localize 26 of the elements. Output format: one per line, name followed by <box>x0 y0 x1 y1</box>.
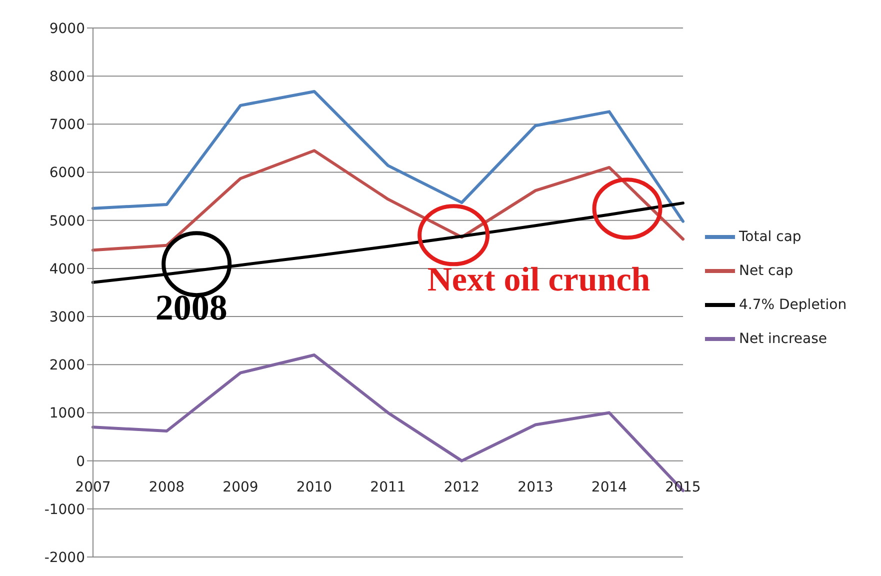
legend-label: 4.7% Depletion <box>739 297 847 313</box>
y-tick-label: 7000 <box>49 117 85 134</box>
y-tick-label: -2000 <box>44 550 85 566</box>
y-tick-label: 0 <box>76 454 85 470</box>
y-tick-label: 9000 <box>49 20 85 37</box>
x-tick-label: 2014 <box>591 480 628 496</box>
legend-label: Total cap <box>739 229 802 245</box>
x-tick-label: 2011 <box>370 480 406 496</box>
annotation: 2008 <box>155 288 228 328</box>
x-tick-label: 2008 <box>148 480 185 496</box>
legend-label: Net cap <box>739 263 794 279</box>
x-tick-label: 2013 <box>518 480 554 496</box>
annotation: Next oil crunch <box>427 262 650 299</box>
y-tick-label: -1000 <box>44 502 85 518</box>
y-tick-label: 5000 <box>49 213 85 230</box>
x-tick-label: 2010 <box>296 480 332 496</box>
y-tick-label: 2000 <box>49 358 85 374</box>
y-tick-label: 4000 <box>49 261 85 278</box>
y-tick-label: 8000 <box>49 69 85 86</box>
y-tick-label: 1000 <box>49 406 85 422</box>
x-tick-label: 2009 <box>222 480 258 496</box>
y-tick-label: 6000 <box>49 165 85 182</box>
legend-label: Net increase <box>739 331 828 347</box>
y-tick-label: 3000 <box>49 310 85 326</box>
x-tick-label: 2012 <box>444 480 480 496</box>
x-tick-label: 2007 <box>75 480 111 496</box>
